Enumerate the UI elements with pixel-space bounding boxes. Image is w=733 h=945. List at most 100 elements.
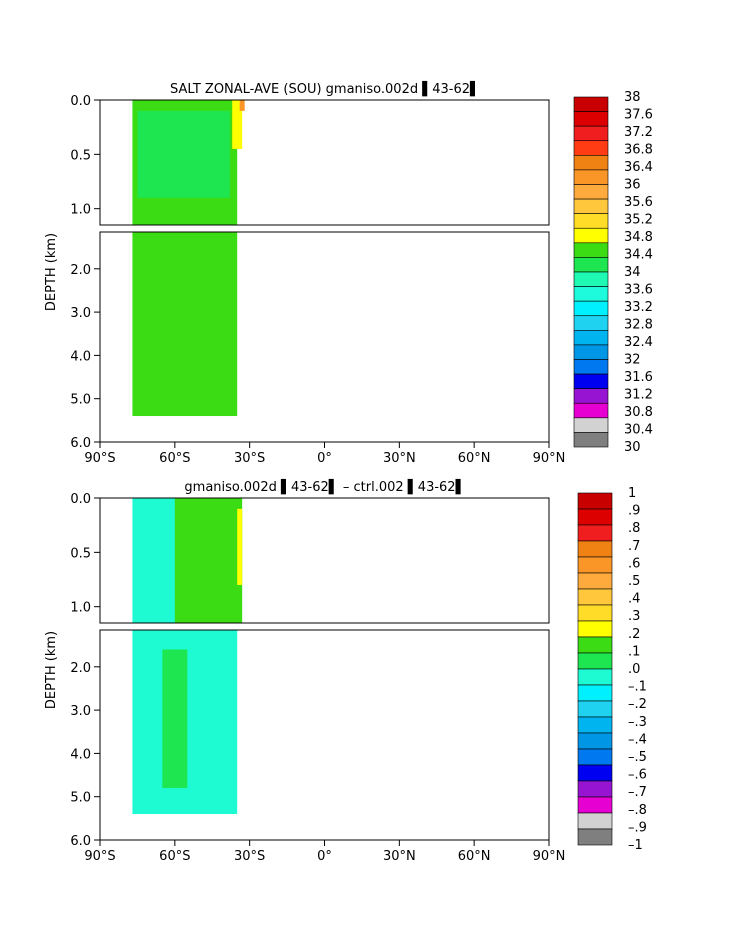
colorbar-label: 36.4 <box>624 160 653 175</box>
panel-1-title: SALT ZONAL-AVE (SOU) gmaniso.002d ▌43-62… <box>170 80 480 97</box>
colorbar-label: .3 <box>628 609 640 624</box>
colorbar-swatch <box>577 716 613 734</box>
colorbar-swatch <box>573 155 609 171</box>
colorbar-swatch <box>577 764 613 782</box>
colorbar-label: –.6 <box>628 768 647 783</box>
x-tick-label: 30°N <box>383 451 416 466</box>
panel-2-fills <box>132 498 243 815</box>
fill-region-bottom-2 <box>162 649 188 789</box>
colorbar-label: 1 <box>628 486 636 501</box>
colorbar-swatch <box>573 315 609 331</box>
x-tick-label: 90°S <box>84 451 115 466</box>
colorbar-label: .8 <box>628 521 640 536</box>
colorbar-label: –1 <box>628 838 643 853</box>
x-tick-label: 90°N <box>533 451 566 466</box>
panel-2-ticks: 90°S 60°S 30°S 0° 30°N 60°N 90°N 0.0 0.5 1.0 2.0 3.… <box>70 492 565 864</box>
colorbar-label: 33.6 <box>624 283 653 298</box>
y-tick-label: 0.5 <box>70 148 91 163</box>
colorbar-swatch <box>577 732 613 750</box>
y-tick-label: 2.0 <box>70 263 91 278</box>
x-tick-label: 60°S <box>159 451 190 466</box>
colorbar-swatch <box>573 271 609 287</box>
colorbar-swatch <box>573 373 609 389</box>
panel-2-ylabel: DEPTH (km) <box>44 631 59 709</box>
colorbar-swatch <box>577 556 613 574</box>
colorbar-swatch <box>573 111 609 127</box>
y-tick-label: 3.0 <box>70 704 91 719</box>
colorbar-label: 34.8 <box>624 230 653 245</box>
panel-1-fills <box>132 100 245 417</box>
colorbar-label: .4 <box>628 592 640 607</box>
colorbar-swatch <box>573 388 609 404</box>
fill-region-top-3 <box>237 508 243 585</box>
colorbar-label: 30 <box>624 440 641 455</box>
colorbar-label: –.3 <box>628 715 647 730</box>
colorbar-label: –.7 <box>628 785 647 800</box>
colorbar-label: –.2 <box>628 697 647 712</box>
colorbar-label: 36 <box>624 178 641 193</box>
colorbar-swatch <box>577 636 613 654</box>
fill-region-top-2 <box>232 100 243 149</box>
colorbar-label: 36.8 <box>624 143 653 158</box>
y-tick-label: 6.0 <box>70 834 91 849</box>
colorbar-swatch <box>573 242 609 258</box>
fill-region-bottom-0 <box>132 232 238 417</box>
colorbar-label: 35.6 <box>624 195 653 210</box>
colorbar-swatch <box>577 828 613 846</box>
colorbar-label: 31.6 <box>624 370 653 385</box>
colorbar-swatch <box>577 572 613 590</box>
colorbar-swatch <box>573 330 609 346</box>
frame-top <box>99 497 550 624</box>
fill-region-top-1 <box>174 498 243 623</box>
colorbar-label: 35.2 <box>624 213 653 228</box>
colorbar-swatch <box>573 213 609 229</box>
colorbar-swatch <box>577 684 613 702</box>
panel-2: gmaniso.002d ▌43-62▌ – ctrl.002 ▌43-62▌ … <box>44 478 647 864</box>
y-tick-label: 0.5 <box>70 546 91 561</box>
colorbar-label: –.4 <box>628 732 647 747</box>
colorbar-swatch <box>577 524 613 542</box>
frame-top <box>99 99 550 226</box>
colorbar-label: –.5 <box>628 750 647 765</box>
panel-1-ticks: 90°S 60°S 30°S 0° 30°N 60°N 90°N 0.0 0.5 1.0 2.0 3.… <box>70 94 565 466</box>
colorbar-swatch <box>577 796 613 814</box>
panel-2-colorbar: 1 .9 .8 .7 .6 .5 .4 .3 .2 .1 .0 –.1 –.2 –.3 –.4 –.5 –.6 –… <box>577 486 647 853</box>
colorbar-label: .9 <box>628 504 640 519</box>
y-tick-label: 0.0 <box>70 492 91 507</box>
colorbar-swatch <box>573 140 609 156</box>
colorbar-swatch <box>573 417 609 433</box>
y-tick-label: 0.0 <box>70 94 91 109</box>
colorbar-swatch <box>573 257 609 273</box>
colorbar-swatch <box>573 169 609 185</box>
colorbar-swatch <box>577 700 613 718</box>
colorbar-swatch <box>577 780 613 798</box>
y-tick-label: 4.0 <box>70 349 91 364</box>
colorbar-swatch <box>577 748 613 766</box>
colorbar-swatch <box>577 540 613 558</box>
panel-1: SALT ZONAL-AVE (SOU) gmaniso.002d ▌43-62… <box>44 80 653 466</box>
colorbar-label: 32.4 <box>624 335 653 350</box>
x-tick-label: 60°N <box>458 451 491 466</box>
colorbar-swatch <box>573 286 609 302</box>
fill-region-top-3 <box>239 100 245 111</box>
colorbar-swatch <box>573 359 609 375</box>
y-tick-label: 4.0 <box>70 747 91 762</box>
colorbar-label: 38 <box>624 90 641 105</box>
x-tick-label: 90°S <box>84 849 115 864</box>
x-tick-label: 60°S <box>159 849 190 864</box>
x-tick-label: 30°S <box>234 849 265 864</box>
colorbar-swatch <box>577 812 613 830</box>
y-tick-label: 5.0 <box>70 393 91 408</box>
colorbar-swatch <box>573 96 609 112</box>
colorbar-label: 37.2 <box>624 125 653 140</box>
colorbar-label: .7 <box>628 539 640 554</box>
colorbar-label: –.9 <box>628 820 647 835</box>
colorbar-label: .0 <box>628 662 640 677</box>
colorbar-swatch <box>577 620 613 638</box>
colorbar-label: 32 <box>624 353 641 368</box>
panel-1-ylabel: DEPTH (km) <box>44 233 59 311</box>
colorbar-label: 34 <box>624 265 641 280</box>
colorbar-swatch <box>573 402 609 419</box>
colorbar-swatch <box>573 184 609 200</box>
